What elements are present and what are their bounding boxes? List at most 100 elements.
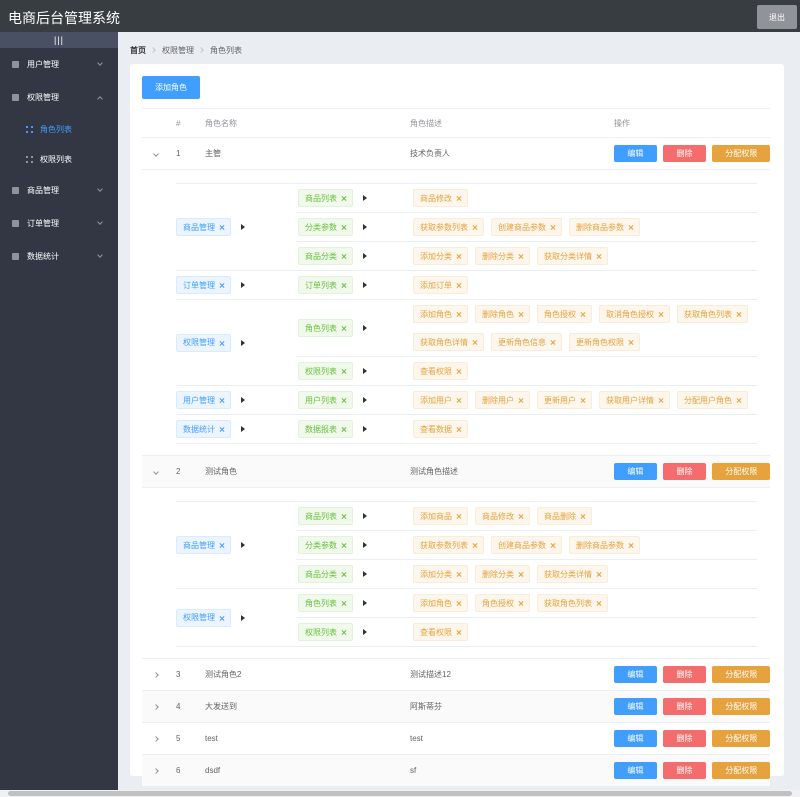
tag-close[interactable] — [736, 311, 742, 317]
action-button[interactable]: 编辑 — [614, 666, 657, 683]
tag-close[interactable] — [341, 368, 347, 374]
action-button[interactable]: 编辑 — [614, 762, 657, 779]
action-button[interactable]: 删除 — [662, 698, 707, 715]
tag-close[interactable] — [341, 600, 347, 606]
tag-close[interactable] — [456, 426, 462, 432]
tag-close[interactable] — [341, 542, 347, 548]
tag-close[interactable] — [341, 426, 347, 432]
tag-close[interactable] — [518, 600, 524, 606]
expand-cell[interactable] — [142, 755, 170, 786]
tag-close[interactable] — [550, 339, 556, 345]
action-button[interactable]: 删除 — [662, 463, 707, 480]
tag-close[interactable] — [580, 311, 586, 317]
tag-close[interactable] — [219, 426, 225, 432]
tag-close[interactable] — [518, 571, 524, 577]
tag-close[interactable] — [456, 368, 462, 374]
action-button[interactable]: 分配权限 — [712, 698, 770, 715]
tag-close[interactable] — [456, 629, 462, 635]
tag-close[interactable] — [219, 615, 225, 621]
tag-close[interactable] — [518, 253, 524, 259]
level1-cell: 订单管理 — [176, 271, 296, 299]
add-role-button[interactable]: 添加角色 — [142, 76, 200, 99]
tag-close[interactable] — [341, 513, 347, 519]
action-button[interactable]: 编辑 — [614, 730, 657, 747]
tag-close[interactable] — [456, 282, 462, 288]
tag-close[interactable] — [550, 224, 556, 230]
expand-arrow[interactable] — [153, 735, 159, 742]
tag-close[interactable] — [658, 397, 664, 403]
tag-close[interactable] — [456, 513, 462, 519]
expand-arrow[interactable] — [153, 767, 159, 774]
tag-close[interactable] — [219, 340, 225, 346]
action-button[interactable]: 编辑 — [614, 463, 657, 480]
expand-arrow[interactable] — [153, 150, 159, 157]
tag-close[interactable] — [219, 542, 225, 548]
action-button[interactable]: 分配权限 — [712, 666, 770, 683]
scroll-thumb[interactable] — [8, 791, 792, 796]
tag-close[interactable] — [472, 542, 478, 548]
tag-close[interactable] — [456, 195, 462, 201]
tag-close[interactable] — [456, 397, 462, 403]
expand-arrow[interactable] — [153, 671, 159, 678]
tag-close[interactable] — [580, 397, 586, 403]
tag-close[interactable] — [456, 253, 462, 259]
tag-close[interactable] — [596, 600, 602, 606]
logout-button[interactable]: 退出 — [757, 5, 797, 29]
menu-item[interactable]: 用户管理 — [0, 48, 118, 81]
menu-item[interactable]: 订单管理 — [0, 207, 118, 240]
expand-cell[interactable] — [142, 138, 170, 169]
menu-item[interactable]: 商品管理 — [0, 174, 118, 207]
expand-cell[interactable] — [142, 691, 170, 722]
expand-cell[interactable] — [142, 456, 170, 487]
tag-close[interactable] — [456, 571, 462, 577]
tag-close[interactable] — [341, 224, 347, 230]
action-button[interactable]: 删除 — [662, 666, 707, 683]
tag-close[interactable] — [341, 282, 347, 288]
tag-close[interactable] — [518, 397, 524, 403]
tag-close[interactable] — [456, 600, 462, 606]
tag-close[interactable] — [580, 513, 586, 519]
tag-close[interactable] — [518, 311, 524, 317]
tag-close[interactable] — [628, 542, 634, 548]
tag-close[interactable] — [219, 397, 225, 403]
tag-close[interactable] — [658, 311, 664, 317]
action-button[interactable]: 分配权限 — [712, 463, 770, 480]
tag-close[interactable] — [219, 282, 225, 288]
tag-close[interactable] — [472, 224, 478, 230]
tag-close[interactable] — [596, 571, 602, 577]
expand-cell[interactable] — [142, 723, 170, 754]
action-button[interactable]: 删除 — [662, 730, 707, 747]
tag-close[interactable] — [341, 397, 347, 403]
sidebar-toggle[interactable]: ||| — [0, 32, 118, 48]
tag-close[interactable] — [628, 224, 634, 230]
expand-arrow[interactable] — [153, 703, 159, 710]
submenu-item[interactable]: 权限列表 — [0, 144, 118, 174]
tag-close[interactable] — [596, 253, 602, 259]
tag-close[interactable] — [456, 311, 462, 317]
tag-close[interactable] — [341, 325, 347, 331]
breadcrumb-item[interactable]: 首页 — [130, 46, 146, 55]
tag-close[interactable] — [341, 253, 347, 259]
action-button[interactable]: 分配权限 — [712, 730, 770, 747]
action-button[interactable]: 分配权限 — [712, 762, 770, 779]
tag-close[interactable] — [341, 195, 347, 201]
expand-arrow[interactable] — [153, 468, 159, 475]
expand-cell[interactable] — [142, 659, 170, 690]
menu-item[interactable]: 权限管理 — [0, 81, 118, 114]
action-button[interactable]: 编辑 — [614, 698, 657, 715]
menu-item[interactable]: 数据统计 — [0, 240, 118, 273]
action-button[interactable]: 编辑 — [614, 145, 657, 162]
action-button[interactable]: 分配权限 — [712, 145, 770, 162]
tag-close[interactable] — [550, 542, 556, 548]
submenu-item[interactable]: 角色列表 — [0, 114, 118, 144]
action-button[interactable]: 删除 — [662, 145, 707, 162]
tag-close[interactable] — [628, 339, 634, 345]
tag-close[interactable] — [736, 397, 742, 403]
tag-close[interactable] — [472, 339, 478, 345]
tag-close[interactable] — [219, 224, 225, 230]
action-button[interactable]: 删除 — [662, 762, 707, 779]
tag-close[interactable] — [341, 629, 347, 635]
table-row: 2 测试角色 测试角色描述 编辑 删除 分配权限 — [142, 456, 770, 488]
tag-close[interactable] — [518, 513, 524, 519]
tag-close[interactable] — [341, 571, 347, 577]
